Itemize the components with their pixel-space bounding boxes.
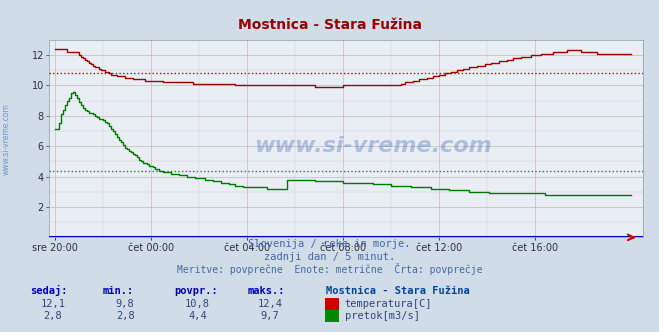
Text: zadnji dan / 5 minut.: zadnji dan / 5 minut. xyxy=(264,252,395,262)
Text: 10,8: 10,8 xyxy=(185,299,210,309)
Text: 12,1: 12,1 xyxy=(40,299,65,309)
Text: min.:: min.: xyxy=(102,286,133,296)
Text: Meritve: povprečne  Enote: metrične  Črta: povprečje: Meritve: povprečne Enote: metrične Črta:… xyxy=(177,263,482,275)
Text: maks.:: maks.: xyxy=(247,286,285,296)
Text: 2,8: 2,8 xyxy=(43,311,62,321)
Text: www.si-vreme.com: www.si-vreme.com xyxy=(254,136,492,156)
Text: pretok[m3/s]: pretok[m3/s] xyxy=(345,311,420,321)
Text: 9,8: 9,8 xyxy=(116,299,134,309)
Text: temperatura[C]: temperatura[C] xyxy=(345,299,432,309)
Text: 2,8: 2,8 xyxy=(116,311,134,321)
Text: sedaj:: sedaj: xyxy=(30,285,67,296)
Text: www.si-vreme.com: www.si-vreme.com xyxy=(2,103,11,175)
Text: 12,4: 12,4 xyxy=(258,299,283,309)
Text: Slovenija / reke in morje.: Slovenija / reke in morje. xyxy=(248,239,411,249)
Text: Mostnica - Stara Fužina: Mostnica - Stara Fužina xyxy=(237,18,422,32)
Text: Mostnica - Stara Fužina: Mostnica - Stara Fužina xyxy=(326,286,470,296)
Text: 4,4: 4,4 xyxy=(188,311,207,321)
Text: 9,7: 9,7 xyxy=(261,311,279,321)
Text: povpr.:: povpr.: xyxy=(175,286,218,296)
